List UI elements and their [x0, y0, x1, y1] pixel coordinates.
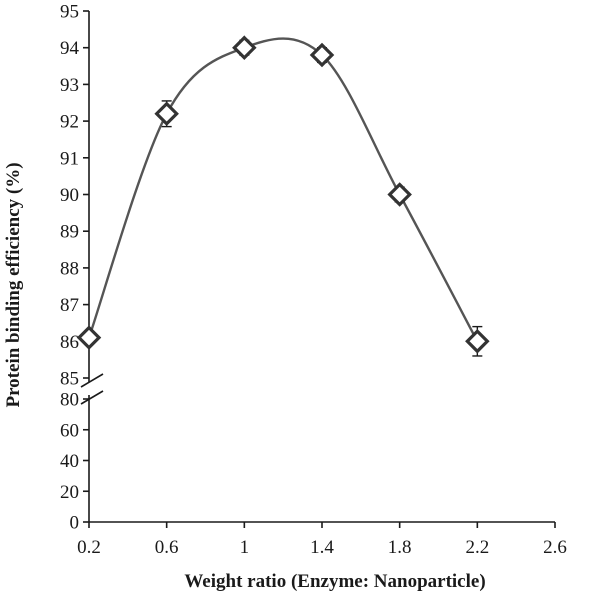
data-point — [309, 42, 335, 68]
y-tick-label: 80 — [60, 390, 79, 411]
data-point — [76, 325, 102, 350]
x-tick-label: 1.4 — [310, 537, 334, 558]
y-tick-label: 86 — [60, 332, 79, 353]
x-tick-label: 1 — [240, 537, 250, 558]
series-line — [87, 37, 479, 342]
y-tick-label: 92 — [60, 112, 79, 133]
axis-break-mark — [80, 390, 104, 405]
x-tick-label: 0.6 — [155, 537, 179, 558]
y-tick-label: 40 — [60, 451, 79, 472]
data-point — [154, 101, 179, 127]
x-tick-label: 2.2 — [465, 537, 489, 558]
data-point — [232, 35, 257, 60]
data-point — [465, 329, 490, 354]
y-tick-label: 91 — [60, 148, 79, 169]
axis-break-mark — [80, 373, 104, 388]
data-point — [387, 182, 412, 207]
y-axis-title: Protein binding efficiency (%) — [3, 162, 24, 407]
axes: 85 86 87 88 89 90 91 92 93 94 95 0 20 40 60 80 0.2 0.6 1 1.… — [60, 2, 567, 559]
y-tick-label: 89 — [60, 222, 79, 243]
y-tick-label: 87 — [60, 295, 79, 316]
x-tick-label: 0.2 — [77, 537, 101, 558]
y-tick-label: 94 — [60, 38, 80, 59]
marker-layer — [76, 35, 490, 357]
x-tick-label: 1.8 — [388, 537, 412, 558]
y-tick-label: 0 — [70, 513, 80, 534]
series-layer — [87, 37, 479, 342]
y-tick-label: 93 — [60, 75, 79, 96]
y-tick-label: 20 — [60, 482, 79, 503]
x-axis-title: Weight ratio (Enzyme: Nanoparticle) — [184, 571, 485, 592]
y-tick-label: 90 — [60, 185, 79, 206]
y-tick-label: 85 — [60, 369, 79, 390]
y-tick-label: 60 — [60, 420, 79, 441]
x-tick-label: 2.6 — [543, 537, 567, 558]
y-tick-label: 88 — [60, 258, 79, 279]
y-tick-label: 95 — [60, 2, 79, 23]
